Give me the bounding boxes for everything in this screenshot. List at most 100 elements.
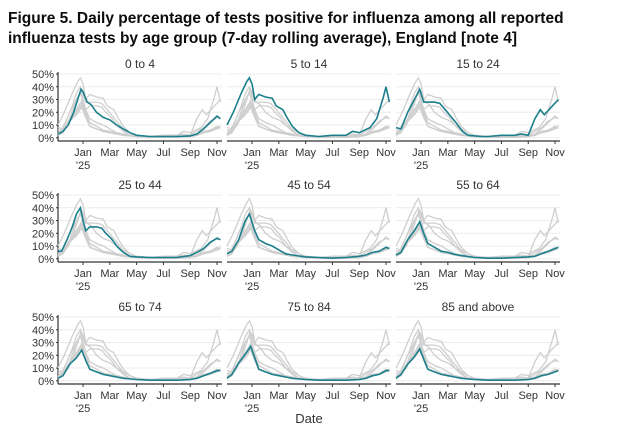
panel-title: 55 to 64 [456, 178, 500, 192]
x-tick-label: Mar [100, 390, 119, 402]
x-year-label: '25 [245, 281, 259, 293]
x-tick-label: Nov [376, 268, 396, 280]
x-tick-label: Nov [207, 147, 227, 159]
y-tick-label: 0% [38, 133, 54, 145]
x-tick-label: Nov [545, 268, 565, 280]
x-tick-label: Mar [100, 268, 119, 280]
series-line-15-to-24-grey [226, 87, 390, 138]
series-line-45-to-54-highlight [226, 212, 390, 260]
series-line-5-to-14-grey [395, 197, 560, 259]
series-line-25-to-44-grey [58, 328, 221, 381]
x-tick-label: Sep [180, 390, 200, 402]
series-line-5-to-14-highlight [226, 76, 391, 138]
x-tick-label: Jan [243, 390, 261, 402]
x-tick-label: Jan [74, 147, 92, 159]
x-tick-label: May [295, 390, 316, 402]
y-tick-label: 50% [32, 69, 54, 81]
panel-title: 5 to 14 [291, 57, 328, 71]
series-line-55-to-64-highlight [395, 219, 559, 259]
series-line-25-to-44-grey [227, 206, 390, 259]
x-tick-label: Sep [349, 390, 369, 402]
x-tick-label: Mar [269, 147, 288, 159]
x-tick-label: Mar [100, 147, 119, 159]
panel-45-to-54: Jan Mar May Jul Sep Nov '25 45 to 54 [226, 178, 396, 293]
panel-title: 85 and above [442, 300, 515, 314]
x-year-label: '25 [414, 403, 428, 415]
x-tick-label: Sep [180, 268, 200, 280]
x-tick-label: Nov [545, 390, 565, 402]
series-line-85-and-above-grey [226, 104, 390, 138]
y-tick-label: 30% [32, 95, 54, 107]
x-tick-label: Jan [412, 390, 430, 402]
y-tick-label: 40% [32, 325, 54, 337]
x-tick-label: Jan [74, 268, 92, 280]
x-tick-label: Nov [545, 147, 565, 159]
panel-0-to-4: 0%10%20%30%40%50% Jan Mar May Jul Sep Nov '25 0 … [32, 57, 227, 172]
series-line-65-to-74-highlight [57, 348, 221, 381]
series-line-5-to-14-grey [226, 197, 391, 259]
panel-15-to-24: Jan Mar May Jul Sep Nov '25 15 to 24 [395, 57, 565, 172]
panel-5-to-14: Jan Mar May Jul Sep Nov '25 5 to 14 [226, 57, 396, 172]
series-line-85-and-above-grey [395, 104, 559, 138]
x-tick-label: Mar [269, 390, 288, 402]
series-line-25-to-44-grey [58, 85, 221, 138]
panel-85-and-above: Jan Mar May Jul Sep Nov '25 85 and above [395, 300, 565, 415]
series-line-85-and-above-highlight [395, 347, 559, 381]
series-line-5-to-14-grey [395, 319, 560, 381]
y-tick-label: 20% [32, 350, 54, 362]
x-tick-label: Jul [156, 268, 170, 280]
panel-65-to-74: 0%10%20%30%40%50% Jan Mar May Jul Sep Nov '25 65… [32, 300, 227, 415]
series-line-85-and-above-grey [57, 225, 221, 259]
x-tick-label: Jul [494, 390, 508, 402]
y-tick-label: 30% [32, 216, 54, 228]
panel-title: 65 to 74 [118, 300, 162, 314]
x-tick-label: May [464, 147, 485, 159]
x-tick-label: Nov [207, 390, 227, 402]
x-tick-label: Sep [518, 268, 538, 280]
x-tick-label: May [464, 390, 485, 402]
x-tick-label: Jul [494, 147, 508, 159]
x-tick-label: Sep [349, 147, 369, 159]
series-line-5-to-14-grey [395, 76, 560, 138]
y-tick-label: 20% [32, 228, 54, 240]
x-year-label: '25 [76, 160, 90, 172]
x-year-label: '25 [245, 160, 259, 172]
y-tick-label: 20% [32, 107, 54, 119]
series-line-15-to-24-grey [226, 330, 390, 381]
x-tick-label: May [126, 268, 147, 280]
x-tick-label: Jan [243, 268, 261, 280]
x-tick-label: Mar [438, 268, 457, 280]
panel-title: 75 to 84 [287, 300, 331, 314]
x-year-label: '25 [414, 160, 428, 172]
panel-title: 0 to 4 [125, 57, 155, 71]
series-line-5-to-14-grey [226, 319, 391, 381]
x-tick-label: Jan [243, 147, 261, 159]
x-tick-label: May [295, 268, 316, 280]
y-tick-label: 10% [32, 120, 54, 132]
x-tick-label: Jan [74, 390, 92, 402]
x-axis-label: Date [295, 411, 322, 426]
series-line-25-to-44-grey [396, 206, 559, 259]
panel-55-to-64: Jan Mar May Jul Sep Nov '25 55 to 64 [395, 178, 565, 293]
x-year-label: '25 [76, 403, 90, 415]
x-tick-label: May [295, 147, 316, 159]
x-year-label: '25 [76, 281, 90, 293]
x-tick-label: Jul [325, 147, 339, 159]
x-tick-label: Nov [207, 268, 227, 280]
x-tick-label: Jul [156, 147, 170, 159]
x-tick-label: May [126, 390, 147, 402]
y-tick-label: 50% [32, 312, 54, 324]
x-tick-label: Sep [180, 147, 200, 159]
panel-25-to-44: 0%10%20%30%40%50% Jan Mar May Jul Sep Nov '25 25… [32, 178, 227, 293]
x-tick-label: Mar [269, 268, 288, 280]
series-line-25-to-44-grey [396, 85, 559, 138]
y-tick-label: 10% [32, 241, 54, 253]
x-year-label: '25 [414, 281, 428, 293]
x-tick-label: Nov [376, 390, 396, 402]
panel-title: 15 to 24 [456, 57, 500, 71]
x-tick-label: Sep [518, 147, 538, 159]
y-tick-label: 0% [38, 376, 54, 388]
x-tick-label: Jul [494, 268, 508, 280]
series-line-85-and-above-grey [57, 104, 221, 138]
